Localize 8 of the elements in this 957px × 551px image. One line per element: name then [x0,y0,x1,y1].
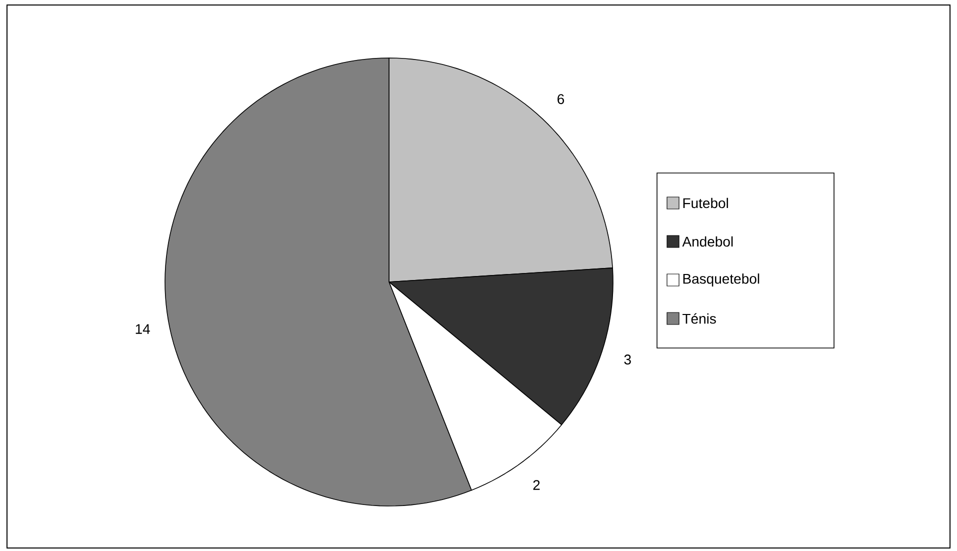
legend-label: Basquetebol [683,273,760,287]
data-label: 2 [533,480,540,490]
data-label: 6 [558,94,564,104]
legend-label: Futebol [683,198,728,208]
data-label: 14 [136,324,150,334]
legend-label: Andebol [682,236,733,247]
legend-label: Ténis [682,313,716,324]
data-label: 3 [624,354,631,364]
